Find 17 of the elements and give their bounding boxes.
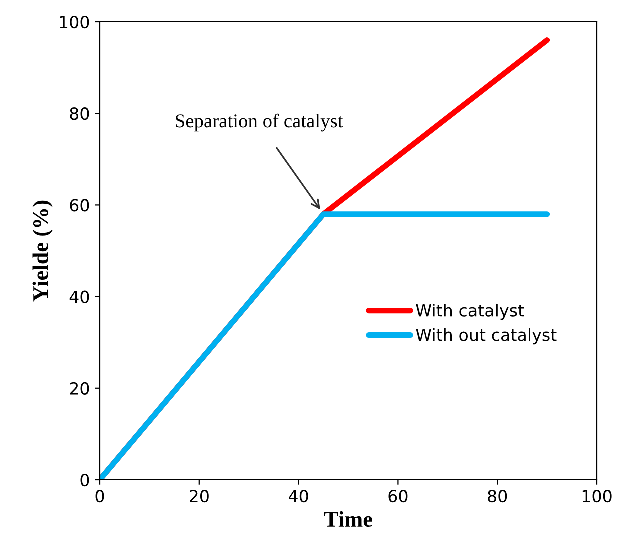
annotation: Separation of catalyst — [176, 114, 344, 132]
y-tick-label: 60 — [70, 199, 90, 212]
x-axis-title: Time — [324, 511, 372, 528]
x-tick-label: 20 — [190, 490, 209, 503]
y-axis-title: Yielde (%) — [32, 200, 53, 302]
x-tick-label: 100 — [582, 490, 612, 503]
y-tick-label: 20 — [70, 382, 90, 395]
x-tick-label: 80 — [488, 490, 508, 503]
y-tick-label: 100 — [60, 16, 90, 29]
legend-label: With out catalyst — [416, 328, 557, 345]
y-tick-label: 80 — [70, 108, 90, 120]
y-tick-label: 0 — [80, 474, 90, 487]
x-tick-label: 60 — [388, 490, 408, 503]
y-tick-label: 40 — [70, 290, 90, 304]
x-tick-label: 40 — [289, 490, 308, 503]
legend-label: With catalyst — [416, 304, 524, 320]
x-tick-label: 0 — [96, 490, 104, 503]
